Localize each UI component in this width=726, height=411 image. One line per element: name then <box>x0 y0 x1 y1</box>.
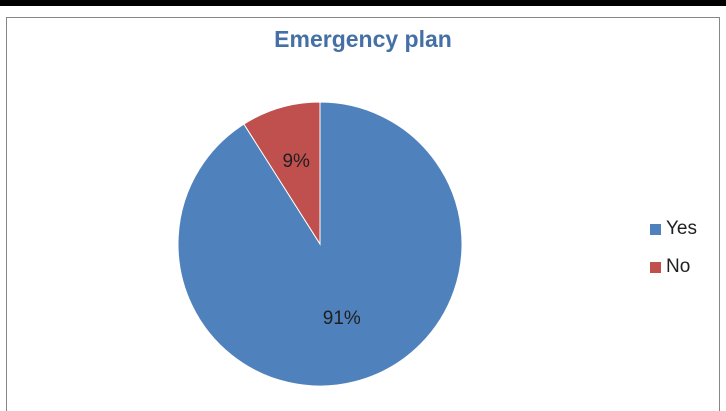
legend-item-yes: Yes <box>650 210 697 248</box>
legend-item-no: No <box>650 248 697 286</box>
chart-legend: Yes No <box>650 210 697 286</box>
legend-swatch-no <box>650 262 661 273</box>
data-label-no: 9% <box>282 151 310 172</box>
legend-label-no: No <box>666 256 690 278</box>
data-label-yes: 91% <box>323 308 361 329</box>
legend-label-yes: Yes <box>666 218 697 240</box>
legend-swatch-yes <box>650 224 661 235</box>
